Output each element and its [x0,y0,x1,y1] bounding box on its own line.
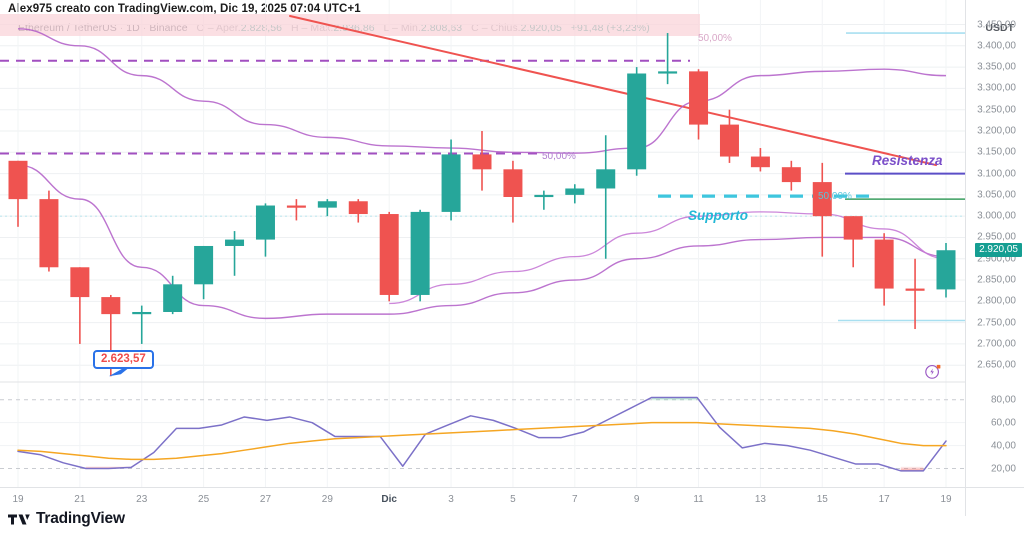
rsi-tick: 40,00 [990,440,1016,452]
time-tick: 13 [754,494,766,505]
fib-label-right: 50,00% [818,191,852,203]
rsi-tick: 20,00 [990,463,1016,475]
price-tick: 3.000,00 [977,210,1016,222]
time-tick: 5 [510,494,516,505]
time-tick: 21 [74,494,86,505]
price-tick: 2.950,00 [977,231,1016,243]
fib-label-mid: 50,00% [542,150,576,162]
time-tick: 3 [448,494,454,505]
price-tick: 2.750,00 [977,317,1016,329]
price-tick: 3.100,00 [977,168,1016,180]
time-tick: 9 [633,494,640,505]
time-tick: 19 [12,494,24,505]
fib-label-top: 50,00% [698,33,732,44]
time-tick: 29 [321,494,333,505]
current-price-badge[interactable]: 2.920,05 [975,243,1022,258]
rsi-tick: 60,00 [990,417,1016,429]
time-tick: 27 [259,494,272,505]
price-tick: 2.700,00 [977,338,1016,350]
low-price-callout[interactable]: 2.623,57 [93,350,154,370]
time-tick: 19 [940,494,952,505]
time-tick: 23 [136,494,148,505]
tradingview-logo: TradingView [8,510,125,528]
price-tick: 3.050,00 [977,189,1016,201]
price-axis-title: USDT [985,22,1014,34]
spark-icon[interactable] [924,362,942,380]
price-tick: 3.250,00 [977,104,1016,116]
time-tick: 17 [878,494,890,505]
price-tick: 3.400,00 [977,40,1016,52]
price-chart-canvas[interactable] [0,0,966,487]
time-tick: 11 [693,494,704,505]
price-tick: 3.450,00 [977,19,1016,31]
time-tick: Dic [381,494,397,505]
price-tick: 2.850,00 [977,274,1016,286]
price-tick: 2.650,00 [977,359,1016,371]
time-tick: 15 [816,494,828,505]
price-tick: 2.800,00 [977,295,1016,307]
time-tick: 7 [572,494,578,505]
credit-line: Alex975 creato con TradingView.com, Dic … [8,3,361,15]
tradingview-logo-text: TradingView [36,510,125,527]
time-tick: 25 [198,494,210,505]
price-axis[interactable]: USDT 3.450,00 3.400,00 3.350,00 3.300,00 3.2… [965,0,1024,497]
time-axis[interactable]: 19 21 23 25 27 29 Dic 3 5 7 9 11 13 15 17 19 [0,487,966,516]
price-tick: 2.900,00 [977,253,1016,265]
price-tick: 3.150,00 [977,146,1016,158]
tradingview-logo-icon [8,514,30,524]
rsi-tick: 80,00 [990,394,1016,406]
axis-corner [965,487,1024,516]
price-tick: 3.350,00 [977,61,1016,73]
price-tick: 3.200,00 [977,125,1016,137]
price-tick: 3.300,00 [977,82,1016,94]
